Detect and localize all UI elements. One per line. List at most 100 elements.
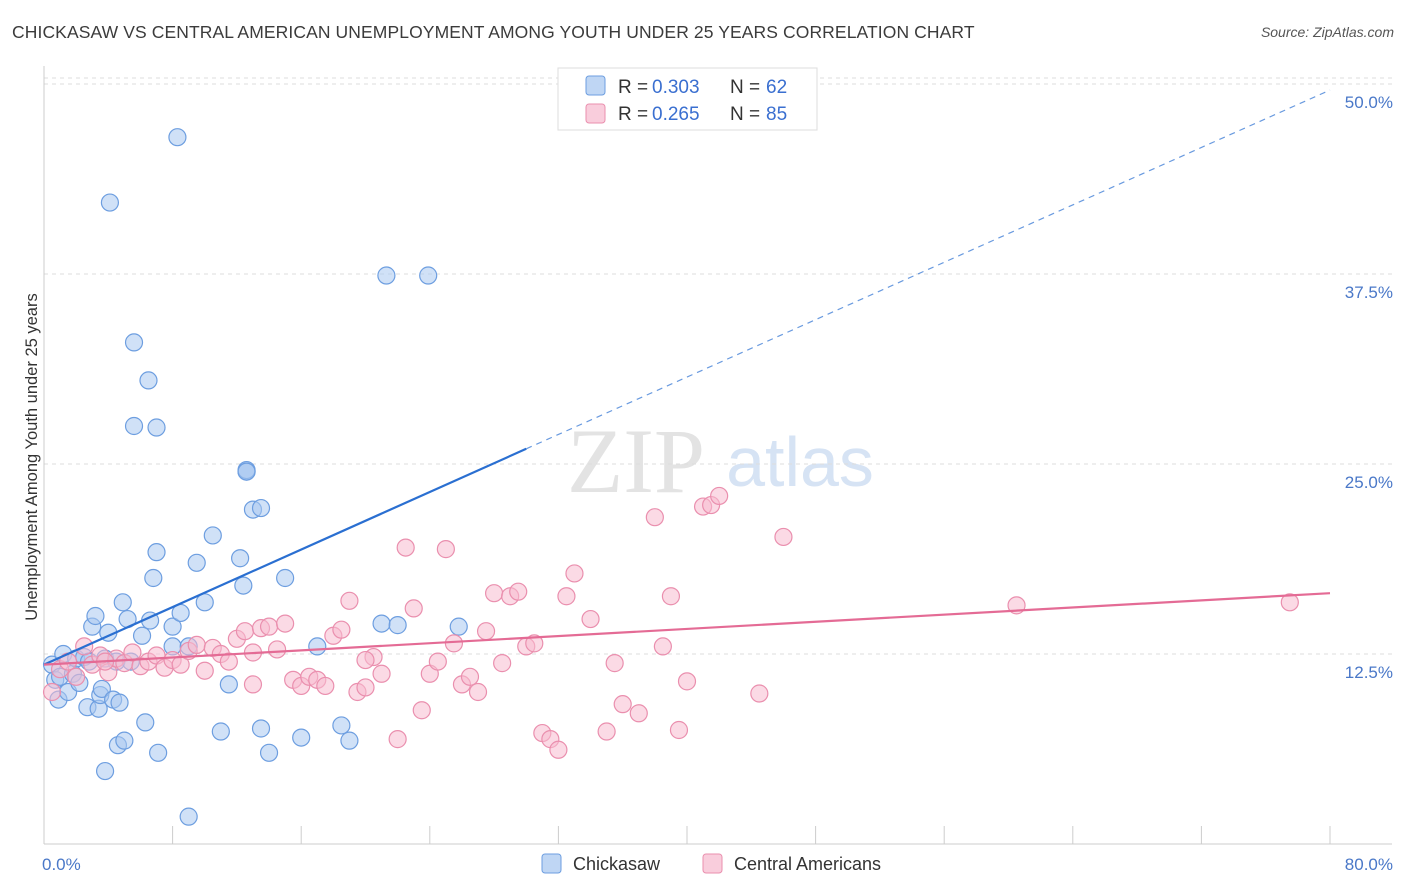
- central-point-0: [42, 682, 62, 702]
- legend: R = 0.303 N = 62 R = 0.265 N = 85: [557, 67, 818, 131]
- chickasaw-point-52: [332, 716, 351, 735]
- chickasaw-point-53: [340, 731, 359, 750]
- central-point-41: [372, 664, 391, 683]
- central-point-82: [243, 675, 263, 694]
- chickasaw-point-32: [147, 543, 166, 562]
- chickasaw-point-24: [113, 593, 132, 612]
- central-point-66: [597, 722, 616, 741]
- central-point-27: [259, 617, 279, 636]
- chickasaw-point-65: [147, 418, 166, 437]
- central-point-59: [525, 634, 544, 653]
- chickasaw-point-68: [237, 462, 256, 481]
- chickasaw-point-58: [100, 193, 120, 212]
- y-axis-label: Unemployment Among Youth under 25 years: [23, 293, 41, 620]
- chickasaw-point-63: [377, 266, 396, 285]
- series-central-americans: [42, 486, 1299, 759]
- chickasaw-point-54: [372, 614, 391, 633]
- legend-r-label-2: R =: [618, 104, 648, 125]
- bottom-legend-central: Central Americans: [734, 854, 881, 874]
- central-point-22: [219, 652, 238, 671]
- central-point-52: [468, 682, 488, 702]
- legend-n-value-1: 62: [766, 77, 787, 98]
- gridlines: [44, 77, 1392, 655]
- trendline-central-americans: [43, 592, 1331, 666]
- legend-r-label-1: R =: [618, 77, 648, 98]
- central-point-36: [332, 620, 351, 639]
- central-point-24: [235, 622, 255, 641]
- central-point-34: [316, 676, 335, 696]
- central-point-18: [187, 635, 206, 654]
- chickasaw-point-50: [292, 728, 311, 747]
- central-point-28: [267, 640, 287, 659]
- central-point-69: [629, 704, 648, 723]
- central-point-3: [67, 667, 86, 686]
- y-tick-label-0: 12.5%: [1345, 663, 1393, 682]
- bottom-legend: Chickasaw Central Americans: [541, 853, 881, 874]
- central-point-49: [444, 634, 464, 653]
- chickasaw-point-49: [276, 568, 295, 588]
- legend-r-value-2: 0.265: [652, 104, 700, 125]
- chickasaw-point-62: [179, 807, 198, 826]
- central-point-57: [509, 582, 528, 601]
- bottom-legend-swatch-central: [702, 853, 723, 874]
- central-point-72: [661, 587, 681, 606]
- legend-n-label-2: N =: [730, 104, 760, 125]
- central-point-44: [404, 599, 423, 618]
- chickasaw-point-25: [115, 731, 134, 750]
- series-chickasaw: [42, 128, 468, 826]
- watermark-zip: ZIP: [567, 410, 705, 512]
- trendline-chickasaw-extension: [526, 89, 1331, 450]
- central-point-48: [436, 540, 455, 559]
- central-point-81: [1280, 593, 1299, 612]
- bottom-legend-chickasaw: Chickasaw: [573, 854, 661, 874]
- y-tick-label-2: 37.5%: [1345, 283, 1393, 302]
- chickasaw-point-13: [86, 606, 105, 626]
- central-point-54: [485, 584, 504, 603]
- chickasaw-point-44: [234, 576, 253, 595]
- central-point-68: [613, 695, 632, 714]
- central-point-42: [388, 730, 407, 749]
- central-point-37: [340, 591, 359, 610]
- central-point-45: [412, 701, 431, 720]
- central-point-55: [493, 654, 512, 673]
- central-point-51: [460, 667, 480, 686]
- chickasaw-point-48: [259, 743, 279, 762]
- legend-swatch-chickasaw: [585, 75, 606, 96]
- legend-r-value-1: 0.303: [652, 77, 700, 98]
- legend-n-label-1: N =: [730, 77, 760, 98]
- chickasaw-point-60: [124, 416, 144, 436]
- central-point-29: [276, 614, 295, 633]
- source-label: Source: ZipAtlas.com: [1260, 24, 1394, 40]
- chickasaw-point-16: [92, 679, 111, 699]
- chickasaw-point-29: [136, 713, 155, 732]
- central-point-63: [557, 587, 576, 606]
- chickasaw-point-28: [132, 626, 152, 645]
- watermark-atlas: atlas: [726, 423, 874, 501]
- central-point-74: [677, 672, 697, 691]
- central-point-47: [428, 652, 447, 671]
- central-point-79: [774, 527, 793, 547]
- chickasaw-point-23: [110, 693, 129, 712]
- central-point-65: [581, 609, 600, 629]
- central-point-62: [549, 740, 568, 759]
- axes: [43, 66, 1392, 845]
- chickasaw-point-67: [251, 498, 271, 518]
- chickasaw-point-41: [211, 722, 230, 741]
- central-point-19: [195, 661, 214, 680]
- central-point-10: [123, 643, 142, 662]
- y-tick-label-1: 25.0%: [1345, 473, 1393, 492]
- central-point-43: [396, 538, 415, 557]
- trendline-chickasaw: [43, 447, 527, 666]
- chickasaw-point-61: [139, 371, 158, 390]
- chickasaw-point-47: [251, 719, 271, 738]
- chickasaw-point-64: [419, 266, 438, 285]
- chickasaw-point-55: [388, 616, 407, 635]
- watermark: ZIP atlas: [567, 410, 874, 512]
- chickasaw-point-38: [187, 553, 206, 572]
- legend-n-value-2: 85: [766, 104, 787, 125]
- chickasaw-point-33: [149, 743, 168, 762]
- chickasaw-point-34: [163, 617, 182, 636]
- tick-labels: 12.5% 25.0% 37.5% 50.0% 0.0% 80.0%: [42, 93, 1393, 874]
- bottom-legend-swatch-chickasaw: [541, 853, 562, 874]
